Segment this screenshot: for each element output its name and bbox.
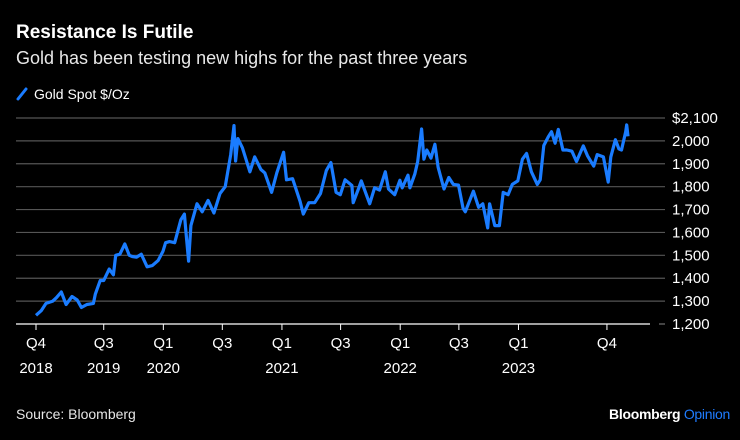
brand-logo: Bloomberg Opinion <box>609 406 730 422</box>
x-tick-quarter: Q3 <box>212 335 232 352</box>
brand-suffix: Opinion <box>683 406 730 422</box>
y-tick-label: 1,300 <box>672 293 710 310</box>
chart-title: Resistance Is Futile <box>16 22 194 43</box>
x-tick-year: 2023 <box>502 360 535 377</box>
x-tick-year: 2022 <box>384 360 417 377</box>
x-tick-quarter: Q1 <box>390 335 410 352</box>
y-tick-label: $2,100 <box>672 110 718 127</box>
x-tick-year: 2018 <box>19 360 52 377</box>
x-tick-year: 2021 <box>265 360 298 377</box>
x-tick-quarter: Q4 <box>26 335 46 352</box>
x-tick-quarter: Q3 <box>331 335 351 352</box>
brand-name: Bloomberg <box>609 406 681 422</box>
y-tick-label: 1,400 <box>672 270 710 287</box>
slash-line-icon <box>16 87 28 101</box>
x-tick-quarter: Q3 <box>449 335 469 352</box>
x-tick-quarter: Q3 <box>94 335 114 352</box>
legend: Gold Spot $/Oz <box>16 86 130 102</box>
chart-subtitle: Gold has been testing new highs for the … <box>16 48 468 68</box>
x-tick-quarter: Q1 <box>508 335 528 352</box>
y-tick-label: 1,200 <box>672 316 710 333</box>
x-tick-year: 2020 <box>147 360 180 377</box>
x-tick-quarter: Q1 <box>272 335 292 352</box>
y-tick-label: 1,900 <box>672 156 710 173</box>
y-tick-label: 1,600 <box>672 224 710 241</box>
y-tick-label: 2,000 <box>672 133 710 150</box>
y-tick-label: 1,700 <box>672 202 710 219</box>
y-tick-label: 1,800 <box>672 179 710 196</box>
legend-label: Gold Spot $/Oz <box>34 86 130 102</box>
series-line-gold-spot <box>34 123 630 317</box>
x-tick-quarter: Q4 <box>597 335 617 352</box>
x-tick-year: 2019 <box>87 360 120 377</box>
x-tick-quarter: Q1 <box>153 335 173 352</box>
source-note: Source: Bloomberg <box>16 406 136 422</box>
y-tick-label: 1,500 <box>672 247 710 264</box>
